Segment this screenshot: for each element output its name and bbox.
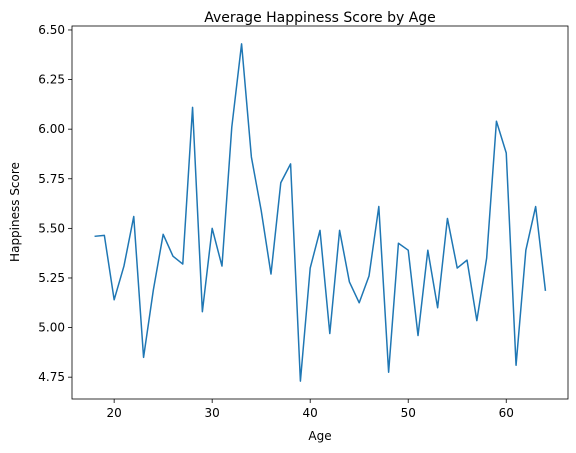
y-tick-label: 4.75	[38, 370, 65, 384]
chart-title: Average Happiness Score by Age	[204, 10, 436, 26]
x-tick-label: 40	[303, 406, 318, 420]
x-tick-label: 50	[401, 406, 416, 420]
y-tick-label: 5.25	[38, 271, 65, 285]
x-tick-label: 60	[499, 406, 514, 420]
y-tick-label: 6.50	[38, 23, 65, 37]
y-tick-label: 5.75	[38, 172, 65, 186]
x-tick-label: 30	[205, 406, 220, 420]
y-axis: 4.75 5.00 5.25 5.50 5.75 6.00 6.25 6.50	[38, 23, 72, 384]
y-axis-label: Happiness Score	[8, 162, 22, 262]
y-tick-label: 6.25	[38, 73, 65, 87]
series-layer	[94, 43, 547, 382]
y-tick-label: 6.00	[38, 122, 65, 136]
x-tick-label: 20	[107, 406, 122, 420]
plot-area	[71, 25, 569, 400]
x-axis: 20 30 40 50 60	[107, 399, 514, 420]
series-line	[94, 43, 547, 382]
plot-frame	[71, 25, 569, 400]
x-axis-label: Age	[308, 429, 331, 443]
y-tick-label: 5.00	[38, 321, 65, 335]
y-tick-label: 5.50	[38, 221, 65, 235]
